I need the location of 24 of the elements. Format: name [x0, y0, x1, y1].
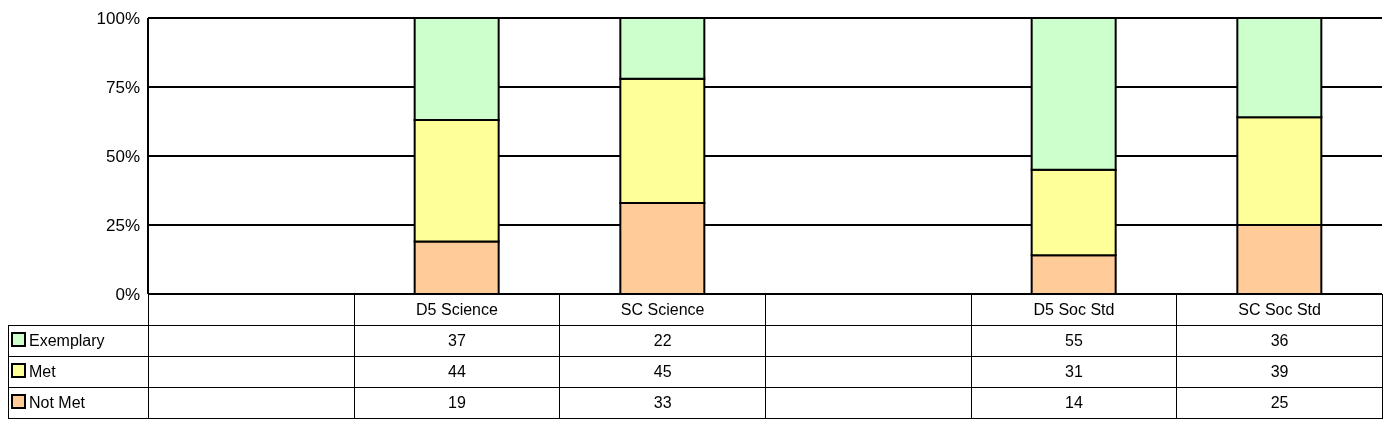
data-label: 45	[559, 356, 766, 388]
data-label: 19	[354, 387, 560, 419]
data-label: 31	[971, 356, 1177, 388]
legend-label: Exemplary	[8, 325, 149, 357]
data-label: 14	[971, 387, 1177, 419]
data-label: 25	[1176, 387, 1383, 419]
data-label: 36	[1176, 325, 1383, 357]
data-label: 44	[354, 356, 560, 388]
x-tick-label: SC Science	[559, 294, 766, 326]
data-label: 33	[559, 387, 766, 419]
y-tick-label: 100%	[96, 9, 140, 29]
x-tick-label: SC Soc Std	[1176, 294, 1383, 326]
data-label: 22	[559, 325, 766, 357]
x-tick-label: D5 Science	[354, 294, 560, 326]
data-label: 39	[1176, 356, 1383, 388]
y-tick-label: 50%	[105, 147, 140, 167]
x-tick-label: D5 Soc Std	[971, 294, 1177, 326]
legend-label: Not Met	[8, 387, 149, 419]
data-label: 55	[971, 325, 1177, 357]
legend-label: Met	[8, 356, 149, 388]
y-tick-label: 0%	[115, 285, 140, 305]
y-tick-label: 75%	[105, 78, 140, 98]
y-tick-label: 25%	[105, 216, 140, 236]
data-label: 37	[354, 325, 560, 357]
